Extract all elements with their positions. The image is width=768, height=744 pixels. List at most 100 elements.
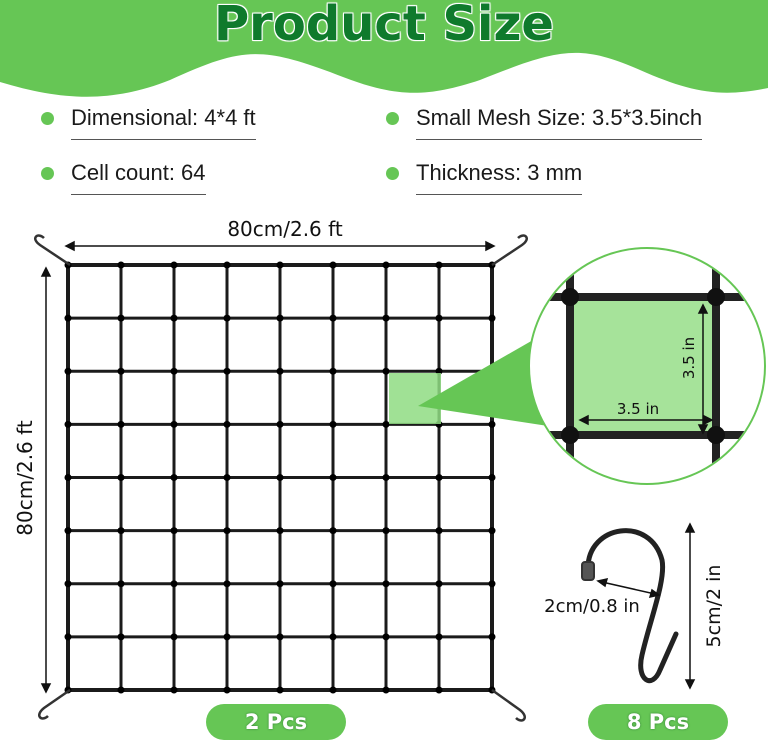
net-knot — [276, 314, 284, 322]
net-knot — [170, 314, 178, 322]
net-grid — [64, 261, 496, 694]
net-knot — [329, 633, 337, 641]
net-knot — [276, 633, 284, 641]
net-knot — [329, 420, 337, 428]
net-knot — [170, 367, 178, 375]
s-hook-image — [581, 528, 679, 684]
zoom-beam — [418, 336, 548, 426]
net-knot — [64, 474, 72, 481]
net-knot — [117, 314, 125, 322]
net-knot — [329, 580, 337, 588]
spec-mesh-size: Small Mesh Size: 3.5*3.5inch — [416, 105, 703, 140]
net-knot — [64, 580, 72, 588]
net-knot — [170, 527, 178, 535]
hook-opening-arrow — [596, 577, 661, 599]
net-knot — [488, 527, 496, 535]
net-knot — [64, 314, 72, 322]
spec-thickness: Thickness: 3 mm — [416, 160, 583, 195]
net-knot — [488, 580, 496, 588]
net-knot — [117, 686, 125, 694]
net-knot — [223, 261, 231, 269]
net-quantity-badge: 2 Pcs — [206, 704, 346, 740]
net-knot — [117, 474, 125, 481]
hook-opening-label: 2cm/0.8 in — [544, 596, 640, 617]
net-knot — [382, 686, 390, 694]
net-knot — [276, 420, 284, 428]
net-knot — [223, 314, 231, 322]
net-knot — [382, 474, 390, 481]
spec-dimensional: Dimensional: 4*4 ft — [71, 105, 256, 140]
net-knot — [64, 420, 72, 428]
net-knot — [170, 686, 178, 694]
net-width-arrow — [64, 240, 496, 252]
net-knot — [382, 633, 390, 641]
net-knot — [223, 474, 231, 481]
spec-cell-count: Cell count: 64 — [71, 160, 206, 195]
net-knot — [329, 367, 337, 375]
net-knot — [276, 580, 284, 588]
net-knot — [276, 474, 284, 481]
mesh-detail-magnifier — [528, 247, 766, 485]
net-knot — [64, 527, 72, 535]
page-title: Product Size — [214, 0, 554, 52]
net-knot — [223, 686, 231, 694]
hook-height-label: 5cm/2 in — [703, 565, 725, 648]
net-knot — [64, 633, 72, 641]
net-knot — [329, 261, 337, 269]
net-knot — [223, 633, 231, 641]
net-knot — [382, 367, 390, 375]
net-knot — [435, 686, 443, 694]
net-knot — [276, 527, 284, 535]
net-knot — [435, 474, 443, 481]
net-knot — [435, 633, 443, 641]
net-width-label: 80cm/2.6 ft — [227, 217, 343, 241]
net-knot — [382, 527, 390, 535]
net-knot — [64, 367, 72, 375]
net-knot — [488, 633, 496, 641]
net-knot — [488, 474, 496, 481]
net-knot — [170, 580, 178, 588]
net-knot — [117, 367, 125, 375]
net-knot — [170, 261, 178, 269]
bullet-icon — [386, 112, 399, 125]
net-knot — [329, 686, 337, 694]
hook-quantity-badge: 8 Pcs — [588, 704, 728, 740]
net-knot — [382, 314, 390, 322]
net-knot — [117, 420, 125, 428]
corner-hooks — [34, 234, 528, 722]
net-knot — [382, 580, 390, 588]
bullet-icon — [386, 167, 399, 180]
net-knot — [276, 261, 284, 269]
header-wave — [0, 0, 768, 97]
net-knot — [170, 474, 178, 481]
mesh-width-label: 3.5 in — [617, 400, 659, 418]
bullet-icon — [41, 167, 54, 180]
net-knot — [382, 420, 390, 428]
net-height-arrow — [40, 266, 52, 694]
net-knot — [223, 580, 231, 588]
net-knot — [117, 527, 125, 535]
net-knot — [223, 420, 231, 428]
net-knot — [435, 527, 443, 535]
net-knot — [488, 420, 496, 428]
net-knot — [117, 261, 125, 269]
net-knot — [276, 686, 284, 694]
mesh-height-label: 3.5 in — [680, 337, 698, 379]
net-knot — [329, 474, 337, 481]
net-knot — [488, 314, 496, 322]
net-knot — [382, 261, 390, 269]
net-knot — [329, 314, 337, 322]
net-knot — [329, 527, 337, 535]
net-knot — [117, 580, 125, 588]
net-knot — [435, 261, 443, 269]
net-knot — [170, 633, 178, 641]
net-knot — [276, 367, 284, 375]
net-height-label: 80cm/2.6 ft — [13, 420, 37, 536]
net-knot — [117, 633, 125, 641]
net-knot — [435, 580, 443, 588]
bullet-icon — [41, 112, 54, 125]
hook-height-arrow — [684, 522, 696, 690]
net-knot — [170, 420, 178, 428]
